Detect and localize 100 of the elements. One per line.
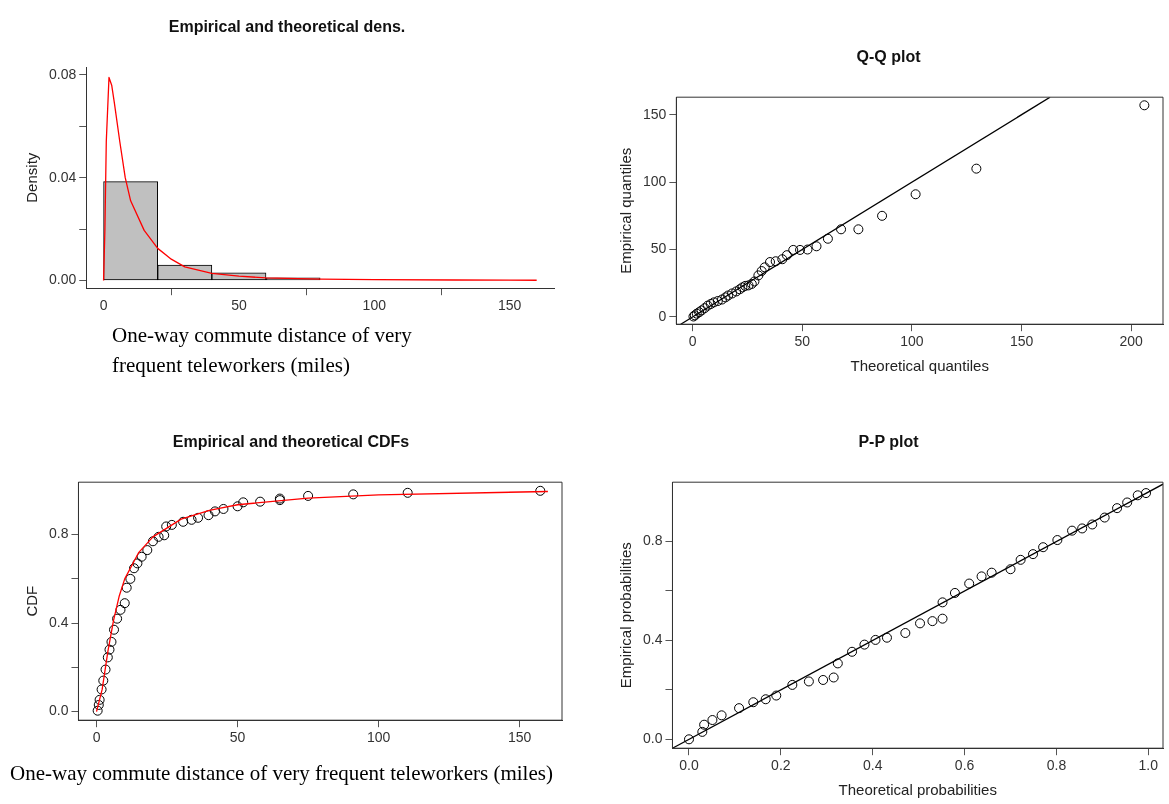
point — [847, 646, 858, 657]
point — [748, 697, 759, 708]
point — [753, 270, 764, 281]
x-tick-label: 150 — [1009, 333, 1034, 350]
x-tick-label: 0.2 — [771, 757, 791, 774]
point — [771, 690, 782, 701]
point — [232, 501, 243, 512]
point — [781, 250, 792, 261]
x-tick-label: 0 — [688, 333, 697, 350]
x-tick-label: 50 — [229, 729, 246, 746]
point — [102, 652, 113, 663]
point — [699, 719, 710, 730]
point — [203, 510, 214, 521]
point — [964, 578, 975, 589]
x-tick-label: 100 — [362, 297, 387, 314]
point — [142, 545, 153, 556]
y-tick-label: 0.8 — [642, 532, 663, 549]
point — [734, 703, 745, 714]
point — [859, 639, 870, 650]
point — [1015, 554, 1026, 565]
point — [121, 582, 132, 593]
y-tick-label: 0.4 — [642, 631, 663, 648]
y-tick-label: 0.00 — [49, 271, 77, 288]
point — [818, 674, 829, 685]
point — [166, 519, 177, 530]
point — [949, 587, 960, 598]
y-axis-title: CDF — [23, 585, 41, 617]
point — [1122, 497, 1133, 508]
chart-title: Empirical and theoretical CDFs — [172, 433, 410, 451]
point — [125, 573, 136, 584]
point — [119, 598, 130, 609]
point — [1132, 490, 1143, 501]
point — [98, 675, 109, 686]
x-tick-label: 50 — [794, 333, 811, 350]
point — [716, 294, 727, 305]
point — [1099, 512, 1110, 523]
x-axis-title: One-way commute distance of very frequent teleworkers (miles) — [10, 761, 553, 785]
point — [112, 613, 123, 624]
point — [1038, 542, 1049, 553]
point — [1141, 488, 1152, 499]
point — [697, 726, 708, 737]
x-tick-label: 100 — [366, 729, 391, 746]
point — [1005, 564, 1016, 575]
y-tick-label: 0.04 — [49, 168, 77, 185]
x-axis-title: Theoretical probabilities — [838, 781, 997, 799]
x-tick-label: 0.0 — [679, 757, 699, 774]
point — [94, 694, 105, 705]
point — [937, 613, 948, 624]
point — [803, 676, 814, 687]
point — [788, 244, 799, 255]
x-tick-label: 1.0 — [1138, 757, 1159, 774]
point — [132, 558, 143, 569]
chart-title: Empirical and theoretical dens. — [168, 18, 406, 36]
y-tick-label: 0.4 — [48, 613, 69, 630]
point — [787, 679, 798, 690]
x-tick-label: 0.4 — [862, 757, 883, 774]
point — [1112, 503, 1123, 514]
point — [129, 563, 140, 574]
x-tick-label: 0 — [99, 297, 108, 314]
point — [802, 244, 813, 255]
y-tick-label: 0.0 — [48, 702, 69, 719]
point — [1087, 519, 1098, 530]
point — [707, 715, 718, 726]
point — [1139, 100, 1150, 111]
x-tick-label: 50 — [231, 297, 247, 314]
point — [760, 694, 771, 705]
chart-title: P-P plot — [858, 433, 920, 451]
x-tick-label: 0.8 — [1046, 757, 1067, 774]
point — [193, 512, 204, 523]
point — [770, 256, 781, 267]
point — [115, 604, 126, 615]
point — [765, 257, 775, 268]
point — [795, 244, 806, 255]
point — [759, 262, 770, 273]
point — [238, 497, 249, 508]
point — [900, 628, 911, 638]
y-axis-title: Empirical quantiles — [617, 147, 635, 274]
x-axis-title: Theoretical quantiles — [850, 357, 989, 375]
point — [822, 233, 833, 244]
point — [811, 241, 822, 252]
point — [218, 503, 229, 514]
point — [100, 664, 111, 675]
point — [210, 506, 220, 517]
chart-title: Q-Q plot — [856, 48, 922, 66]
point — [104, 644, 115, 655]
point — [777, 254, 788, 265]
x-tick-label: 0.6 — [954, 757, 975, 774]
y-tick-label: 0.8 — [48, 525, 69, 542]
point — [96, 684, 107, 695]
point — [136, 551, 147, 562]
point — [915, 618, 926, 629]
point — [153, 531, 164, 542]
point — [109, 624, 120, 635]
x-tick-label: 100 — [900, 333, 924, 350]
x-tick-label: 150 — [508, 729, 532, 746]
point — [1028, 549, 1039, 560]
point — [870, 634, 881, 645]
x-tick-label: 0 — [92, 729, 101, 746]
point — [159, 530, 170, 541]
x-axis-title: One-way commute distance of very frequent teleworkers (miles) — [112, 322, 413, 379]
